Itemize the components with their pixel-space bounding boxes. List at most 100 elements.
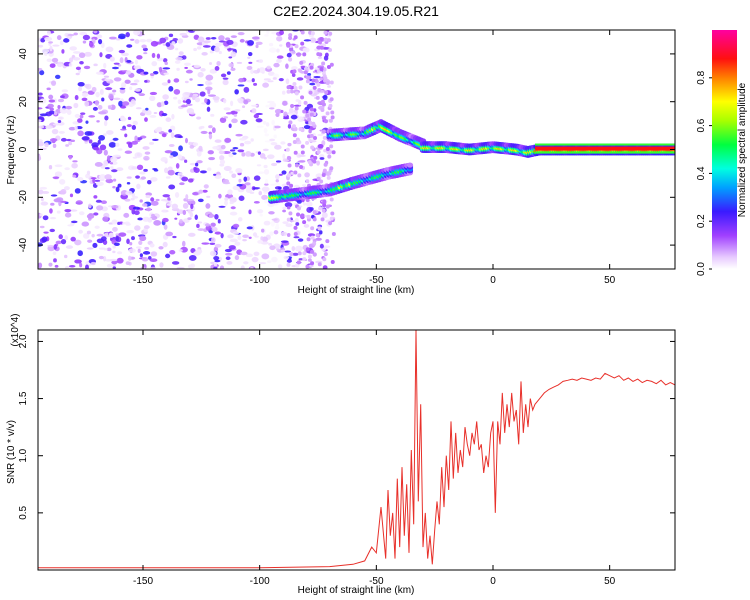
heatmap-cell — [277, 264, 283, 269]
heatmap-cell — [73, 102, 79, 109]
heatmap-cell — [63, 38, 70, 43]
heatmap-cell — [96, 233, 104, 237]
heatmap-cell — [197, 71, 204, 78]
heatmap-cell — [276, 48, 280, 53]
heatmap-cell — [230, 51, 237, 58]
heatmap-cell — [113, 97, 121, 100]
heatmap-cell — [256, 68, 260, 74]
heatmap-cell — [46, 58, 53, 63]
heatmap-cell — [65, 245, 74, 249]
heatmap-cell — [238, 77, 245, 83]
heatmap-cell — [321, 61, 326, 66]
heatmap-cell — [285, 223, 293, 228]
heatmap-cell — [130, 82, 138, 86]
heatmap-cell — [258, 59, 264, 63]
heatmap-cell — [38, 125, 45, 129]
heatmap-cell — [64, 265, 70, 269]
heatmap-cell — [325, 80, 330, 85]
heatmap-cell — [281, 90, 286, 95]
heatmap-cell — [47, 244, 55, 247]
heatmap-cell — [59, 108, 68, 114]
heatmap-cell — [38, 44, 44, 48]
heatmap-cell — [315, 237, 322, 241]
heatmap-cell — [102, 216, 109, 222]
heatmap-cell — [109, 258, 118, 262]
heatmap-cell — [291, 112, 297, 116]
heatmap-cell — [262, 82, 269, 88]
heatmap-cell — [182, 209, 187, 216]
heatmap-cell — [103, 149, 108, 156]
heatmap-cell — [109, 56, 115, 62]
heatmap-cell — [48, 262, 53, 267]
heatmap-cell — [85, 264, 89, 269]
heatmap-cell — [272, 77, 277, 80]
heatmap-cell — [198, 189, 204, 194]
heatmap-cell — [220, 73, 227, 78]
heatmap-cell — [149, 91, 158, 96]
heatmap-cell — [331, 232, 336, 237]
heatmap-cell — [120, 117, 127, 122]
heatmap-cell — [125, 70, 132, 75]
heatmap-cell — [317, 40, 322, 45]
heatmap-cell — [207, 150, 214, 155]
heatmap-cell — [317, 133, 323, 137]
heatmap-cell — [253, 175, 261, 181]
heatmap-cell — [204, 98, 208, 104]
heatmap-cell — [189, 144, 195, 149]
heatmap-cell — [261, 228, 265, 233]
heatmap-cell — [315, 95, 320, 100]
heatmap-cell — [267, 260, 272, 264]
heatmap-cell — [119, 221, 124, 225]
heatmap-cell — [106, 155, 111, 161]
heatmap-cell — [263, 169, 270, 175]
heatmap-cell — [246, 226, 253, 230]
heatmap-cell — [200, 130, 208, 134]
heatmap-cell — [82, 40, 87, 44]
heatmap-cell — [267, 71, 275, 76]
heatmap-cell — [139, 235, 147, 242]
heatmap-cell — [322, 257, 327, 262]
heatmap-cell — [280, 141, 286, 145]
heatmap-cell — [310, 31, 315, 36]
heatmap-cell — [184, 66, 188, 70]
snr-series-line — [38, 330, 675, 569]
heatmap-cell — [74, 188, 81, 194]
heatmap-cell — [112, 154, 121, 158]
heatmap-cell — [87, 239, 93, 243]
heatmap-cell — [79, 60, 84, 65]
heatmap-cell — [38, 107, 43, 110]
heatmap-cell — [321, 212, 328, 219]
heatmap-cell — [77, 118, 83, 123]
heatmap-cell — [307, 160, 312, 165]
heatmap-cell — [68, 155, 72, 160]
heatmap-cell — [229, 211, 238, 216]
heatmap-cell — [307, 254, 312, 259]
heatmap-cell — [111, 169, 118, 173]
heatmap-cell — [60, 137, 67, 142]
heatmap-cell — [329, 166, 334, 171]
heatmap-cell — [138, 240, 143, 246]
heatmap-cell — [122, 221, 126, 225]
heatmap-cell — [188, 141, 193, 146]
heatmap-cell — [330, 211, 335, 216]
heatmap-cell — [210, 36, 217, 40]
heatmap-cell — [253, 251, 260, 257]
heatmap-cell — [234, 255, 240, 261]
heatmap-cell — [247, 39, 254, 46]
heatmap-cell — [282, 206, 287, 210]
heatmap-cell — [294, 44, 299, 49]
heatmap-cell — [82, 34, 90, 41]
heatmap-cell — [59, 40, 64, 46]
heatmap-cell — [257, 151, 261, 155]
heatmap-cell — [52, 143, 57, 148]
heatmap-cell — [231, 173, 237, 179]
heatmap-cell — [150, 177, 158, 182]
heatmap-cell — [113, 77, 122, 82]
heatmap-cell — [231, 118, 238, 124]
heatmap-cell — [144, 117, 148, 122]
heatmap-cell — [225, 252, 233, 256]
heatmap-cell — [51, 80, 57, 86]
heatmap-cell — [115, 236, 119, 242]
heatmap-cell — [120, 82, 127, 88]
snr-x-tick-label: -100 — [250, 576, 270, 587]
